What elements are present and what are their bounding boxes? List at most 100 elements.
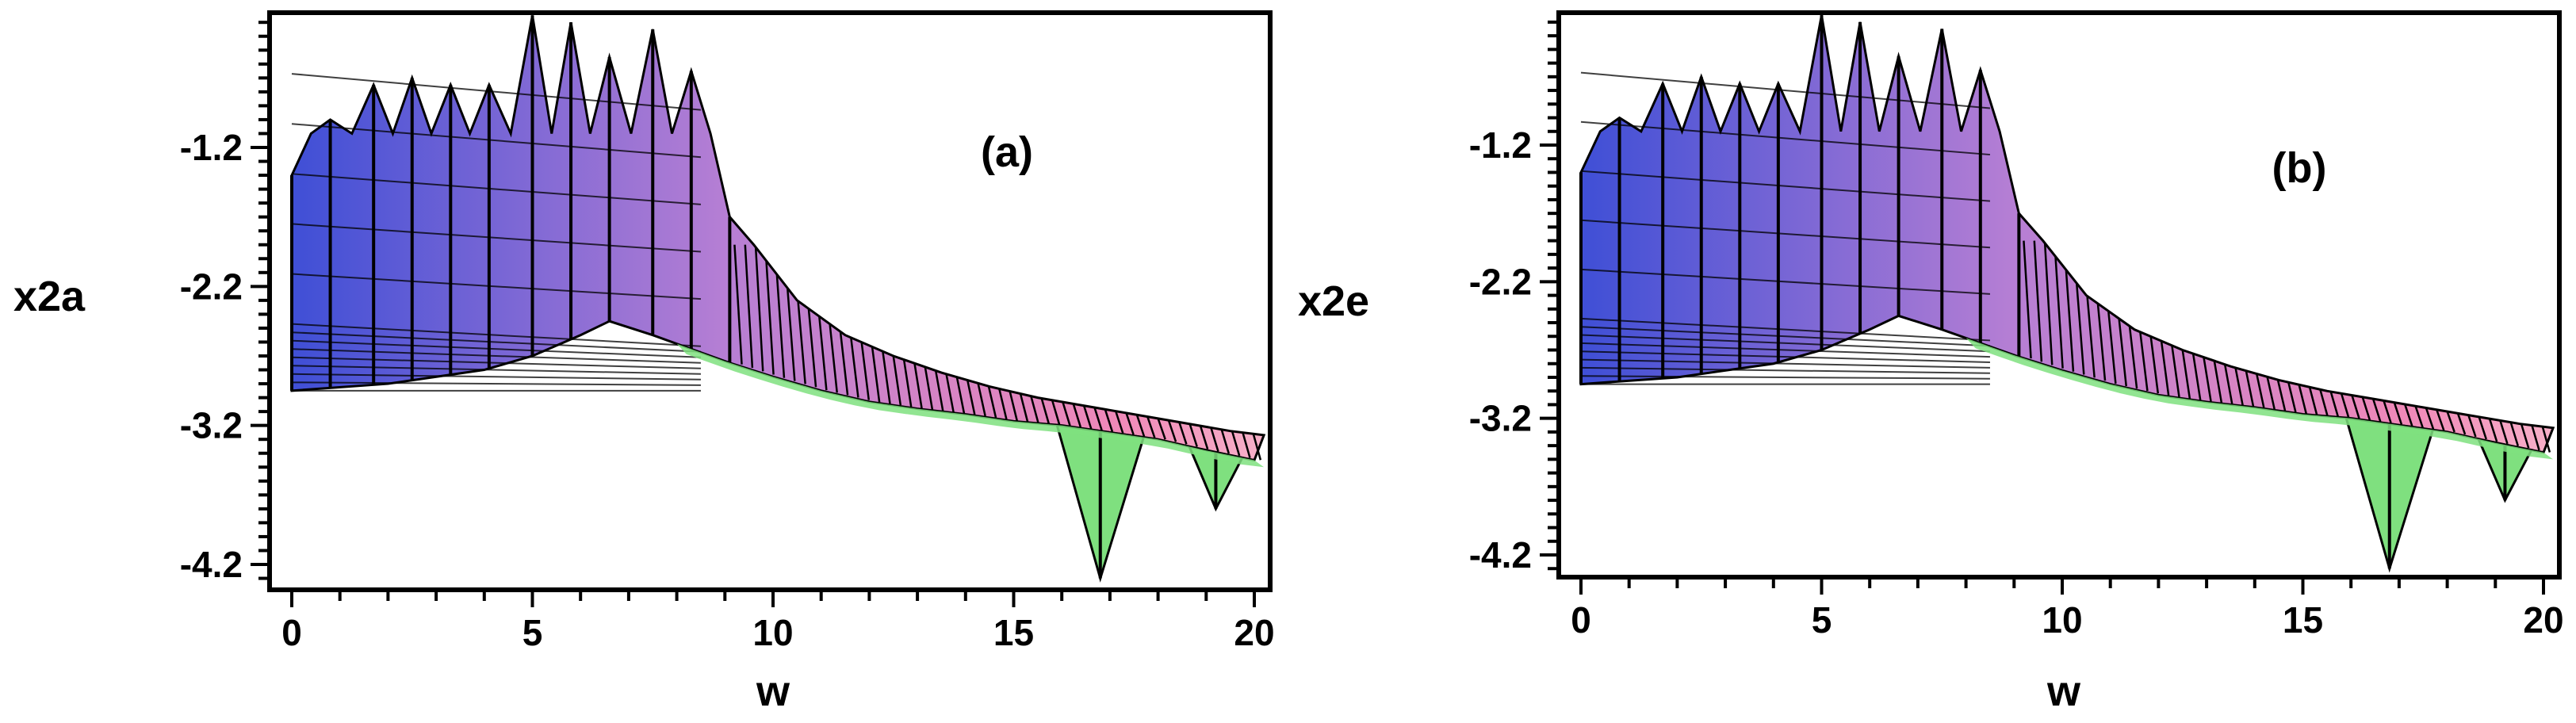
y-tick-label: -1.2 [180,127,243,168]
tail-mesh [2541,426,2551,453]
tail-mesh [2467,415,2477,438]
tail-mesh [2329,391,2340,417]
tail-mesh [807,308,817,388]
x-tick-label: 10 [752,612,793,653]
mesh-line [291,73,702,111]
tail-mesh [733,244,743,365]
tail-mesh [1210,427,1219,452]
tail-mesh [2033,240,2043,362]
tail-mesh [2403,404,2413,427]
mesh-line [291,348,701,364]
tail-mesh [2160,340,2170,396]
tail-mesh [1072,404,1082,428]
tail-mesh [945,373,955,413]
mesh-line [291,381,701,386]
tail-mesh [2499,420,2509,445]
mesh-line [1580,317,1991,342]
tail-mesh [2340,392,2350,418]
y-tick-label: -2.2 [1469,261,1532,302]
mesh-line [1580,268,1991,295]
mesh-line [1580,334,1990,353]
mesh-line [1580,170,1991,202]
tail-mesh [902,359,913,407]
tail-mesh [1242,432,1251,458]
tail-mesh [1220,429,1231,454]
y-tick-label: -1.2 [1469,124,1532,166]
tail-mesh [977,383,986,417]
mesh-line [1580,326,1990,347]
tail-mesh [2383,400,2392,423]
tail-mesh [850,337,859,398]
tail-mesh [2456,412,2467,435]
chart-panel-b: 0 5 10 15 20 -1.2 -2.2 -3.2 -4.2 (b) x2e w [1298,10,2564,715]
mesh-line [291,123,702,159]
mesh-line [1580,375,1990,380]
tail-mesh [2191,353,2202,400]
tail-mesh [2096,303,2107,381]
tail-mesh [1135,414,1146,437]
tail-mesh [1040,398,1051,424]
tail-mesh [1030,396,1039,423]
tail-mesh [2371,398,2382,423]
tail-mesh [1188,423,1198,447]
tail-mesh [2054,256,2064,369]
surface-body [1579,15,2555,454]
tail-mesh [2075,283,2085,375]
tail-mesh [2436,409,2445,431]
tail-mesh [1125,412,1135,435]
tail-mesh [924,366,934,410]
tail-mesh [2276,379,2287,411]
mesh-line [1580,358,1990,369]
tail-mesh [2107,311,2117,384]
tail-mesh [2531,425,2540,451]
mesh-line [291,356,701,369]
x-tick-label: 0 [281,612,302,653]
tail-mesh [2256,373,2265,408]
tail-mesh [2393,402,2403,425]
tail-mesh [2149,336,2160,394]
tail-mesh [1051,400,1061,425]
panel-label: (b) [2272,144,2327,192]
tail-mesh [987,385,997,419]
tail-mesh [2520,423,2530,449]
tail-mesh [2446,411,2455,433]
tail-mesh [829,323,838,393]
tail-mesh [2308,386,2318,415]
x-axis-label: w [756,668,790,715]
tail-mesh [2414,405,2424,428]
tail-mesh [860,342,871,400]
tail-mesh [818,316,828,391]
tail-mesh [2488,418,2498,442]
tail-mesh [1252,433,1262,461]
mesh-line [291,365,701,375]
surface-body [290,15,1266,462]
tail-mesh [1082,405,1093,430]
tail-mesh [2425,407,2435,430]
tail-mesh [2203,357,2212,402]
mesh-line [1580,120,1991,156]
y-axis-label: x2e [1298,277,1369,325]
tail-mesh [2245,370,2255,407]
tail-mesh [2043,243,2054,365]
tail-mesh [1146,416,1156,438]
tail-mesh [744,244,754,369]
tail-mesh [2128,326,2138,389]
tail-mesh [786,288,796,381]
tail-mesh [2478,416,2487,440]
tail-mesh [2065,270,2075,372]
tail-mesh [882,351,891,404]
tail-mesh [2266,377,2276,410]
tail-mesh [1157,418,1166,440]
axis-ticks: 0 5 10 15 20 -1.2 -2.2 -3.2 -4.2 [180,21,1275,653]
mesh-line [291,223,702,253]
tail-mesh [2023,240,2032,359]
tail-mesh [2171,345,2180,397]
x-tick-label: 10 [2042,599,2082,641]
tail-mesh [1114,411,1124,434]
tail-mesh [797,300,806,384]
x-tick-label: 15 [993,612,1034,653]
tail-mesh [1009,391,1018,422]
tail-mesh [2181,350,2191,399]
tail-mesh [2223,364,2233,404]
tail-mesh [892,355,902,406]
